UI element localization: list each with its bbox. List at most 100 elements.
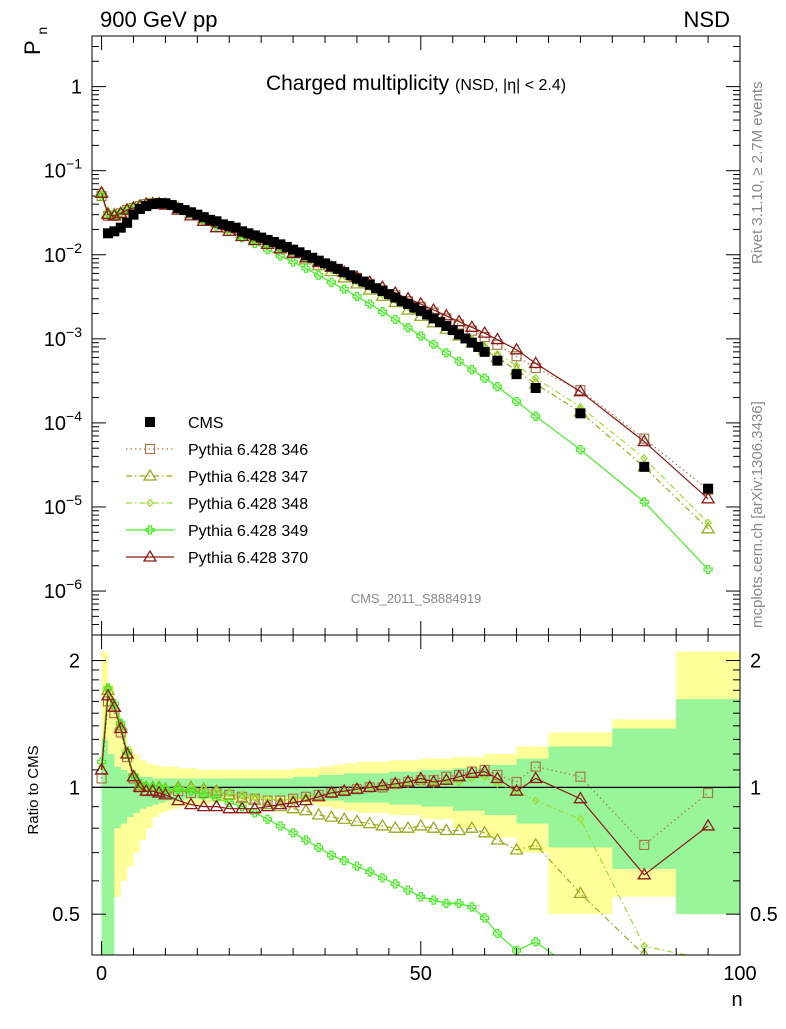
ratio-y-tick-label: 2 [69,651,80,673]
rivet-version-text: Rivet 3.1.10, ≥ 2.7M events [749,82,766,265]
ratio-point-p370 [196,799,211,812]
ratio-point-p370 [183,797,199,810]
x-tick-label: 50 [410,963,432,985]
ratio-point-p349 [576,970,584,978]
point-cms [460,333,471,344]
top-ylabel: P n [20,27,50,55]
ratio-point-p347 [400,820,416,833]
y-tick-label: 10−3 [44,324,82,351]
point-cms [300,250,311,261]
point-p370 [477,325,492,338]
legend-entry-p349: Pythia 6.428 349 [126,523,308,540]
y-tick-label-base: 10 [44,245,66,267]
ratio-point-p349 [288,828,298,838]
point-p370 [107,208,122,221]
point-p370 [509,342,524,355]
point-cms [339,267,350,278]
point-cms [332,263,343,274]
ratio-point-p370 [451,769,467,782]
ratio-point-p349 [339,856,349,866]
point-p349 [390,314,400,325]
point-cms [492,355,503,366]
point-cms [102,228,113,239]
point-cms [326,261,337,272]
point-cms [109,226,120,237]
ratio-point-p348 [705,956,711,963]
series-p349 [96,191,713,575]
ratio-point-p349 [511,945,522,955]
point-cms [192,209,203,220]
point-cms [441,321,452,332]
ratio-point-p370 [247,801,262,814]
point-cms [313,255,324,266]
y-tick-label-base: 10 [44,329,66,351]
point-p370 [439,308,454,321]
ratio-point-p347 [573,886,588,899]
ratio-point-p347 [426,820,441,833]
point-cms [364,279,375,290]
point-p349 [377,307,388,317]
ratio-series-p370 [94,688,716,880]
point-p370 [700,491,716,504]
point-p349 [365,299,375,309]
ratio-point-p349 [275,821,285,831]
point-cms [473,341,484,352]
ratio-point-p346 [639,839,650,851]
ratio-point-p349 [109,699,119,709]
ratio-point-p349 [390,879,400,889]
point-cms [198,212,209,223]
point-cms [703,483,714,494]
y-tick-label: 10−6 [44,576,82,603]
legend-entry-cms: CMS [145,415,224,432]
legend-entry-p348: Pythia 6.428 348 [126,496,308,513]
point-p349 [326,277,337,287]
ratio-point-p349 [640,1004,648,1012]
ratio-point-p349 [116,718,126,728]
process-label: NSD [684,7,730,32]
ratio-point-p349 [262,814,273,824]
legend-entry-p346: Pythia 6.428 346 [126,442,308,459]
point-cms [205,214,216,225]
ratio-point-p348 [576,814,585,824]
series-cms [102,198,714,494]
ratio-point-p370 [94,762,109,775]
point-cms [320,258,331,269]
ratio-point-p347 [388,820,403,833]
ratio-point-p349 [173,784,183,794]
top-frame [91,35,741,636]
point-p370 [113,206,128,219]
legend-label-cms: CMS [188,415,224,432]
ratio-point-p347 [439,823,454,836]
ratio-point-p347 [375,818,390,831]
point-cms [351,273,362,284]
legend-marker-cms [145,417,155,427]
ratio-point-p349 [160,784,171,794]
legend-label-p349: Pythia 6.428 349 [188,523,308,540]
point-cms [249,230,260,241]
y-tick-label-base: 10 [44,413,66,435]
ratio-point-p370 [209,799,224,812]
collision-label: 900 GeV pp [100,7,217,32]
chart-title-main: Charged multiplicity [266,72,450,95]
mcplots-source-text: mcplots.cern.ch [arXiv:1306.3436] [749,401,766,628]
point-cms [217,219,228,230]
ratio-point-p370 [107,699,122,712]
ratio-y-tick-label-right: 1 [750,777,761,799]
point-p349 [339,284,349,294]
series-line-p349 [101,195,709,571]
ratio-point-p370 [273,797,288,810]
ratio-point-p370 [298,793,314,806]
y-tick-label: 10−5 [44,492,82,519]
ratio-point-p349 [326,850,337,860]
point-p349 [352,291,362,301]
point-p349 [301,263,311,273]
legend-marker-p349 [145,525,155,535]
ratio-y-tick-label: 0.5 [52,904,80,926]
ratio-point-p347 [490,832,505,845]
point-cms [275,239,286,250]
ratio-point-p370 [324,785,339,798]
point-cms [294,247,305,258]
point-cms [122,217,133,228]
point-p370 [451,314,467,327]
